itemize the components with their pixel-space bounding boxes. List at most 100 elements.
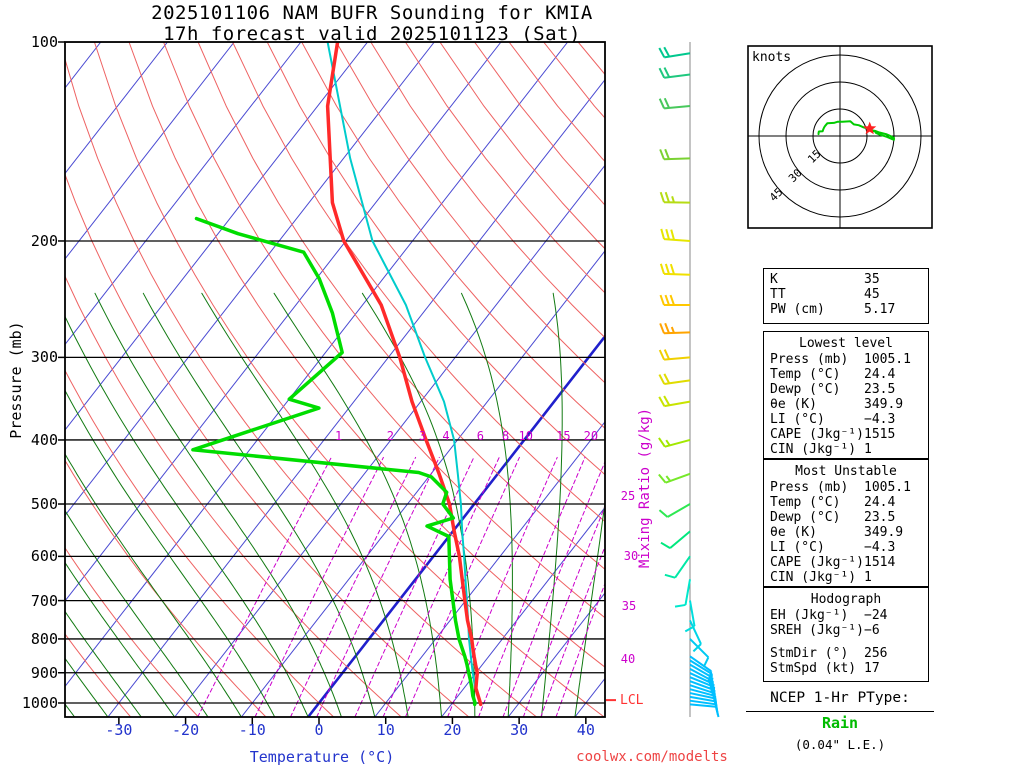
wind-barb <box>659 263 691 276</box>
table-row: CAPE (Jkg⁻¹) 1514 <box>770 555 896 570</box>
wind-barb <box>689 655 713 682</box>
pressure-tick-label: 100 <box>30 33 58 51</box>
plot-border <box>64 41 606 718</box>
mixing-ratio-axis-label: Mixing Ratio (g/kg) <box>637 407 653 569</box>
mixing-ratio-value-label: 3 <box>418 428 427 443</box>
hodograph-ring-label: 15 <box>805 147 824 166</box>
temperature-tick-label: 20 <box>443 721 462 739</box>
hodograph-ring-label: 45 <box>767 186 786 205</box>
temperature-tick-label: 0 <box>314 721 324 739</box>
lowest-level-box: Lowest level Press (mb) 1005.1 Temp (°C) 24… <box>763 331 929 459</box>
pressure-tick-label: 200 <box>30 231 58 250</box>
table-row: TT 45 <box>770 287 880 302</box>
chart-subtitle: 17h forecast valid 2025101123 (Sat) <box>163 23 581 45</box>
wind-barb <box>658 373 691 385</box>
table-row: LI (°C) −4.3 <box>770 540 896 555</box>
mixing-ratio-value-label: 35 <box>621 599 637 613</box>
table-row: Press (mb) 1005.1 <box>770 352 911 367</box>
mixing-ratio-value-label: 4 <box>442 428 450 443</box>
indices-box: K 35 TT 45 PW (cm) 5.17 <box>763 268 929 324</box>
mixing-ratio-value-label: 15 <box>556 428 571 443</box>
pressure-axis-label: Pressure (mb) <box>7 321 25 439</box>
wind-barb <box>689 699 719 715</box>
dewpoint-curve <box>191 216 477 707</box>
wind-barb <box>689 703 720 718</box>
wind-barb <box>659 322 691 335</box>
table-row: Temp (°C) 24.4 <box>770 495 896 510</box>
mixing-ratio-value-label: 40 <box>620 652 636 666</box>
table-row: Press (mb) 1005.1 <box>770 480 911 495</box>
wind-barb <box>658 46 691 59</box>
wind-barb <box>658 67 691 79</box>
wind-barb <box>659 294 690 307</box>
wind-barb <box>659 148 691 161</box>
wind-barb <box>689 638 710 668</box>
pressure-tick-label: 400 <box>30 430 58 449</box>
storm-motion-star <box>863 121 877 135</box>
table-row: LI (°C) −4.3 <box>770 412 896 427</box>
temperature-tick-label: -10 <box>238 721 266 739</box>
watermark: coolwx.com/modelts <box>576 749 728 765</box>
hodograph-ring-label: 30 <box>786 166 805 185</box>
ptype-heading: NCEP 1-Hr PType: <box>746 690 934 712</box>
pressure-tick-label: 500 <box>30 495 58 513</box>
hodograph-units-label: knots <box>752 50 792 65</box>
pressure-tick-label: 600 <box>30 547 58 566</box>
parcel-curve <box>326 42 482 706</box>
wind-barb <box>658 472 691 484</box>
chart-title: 2025101106 NAM BUFR Sounding for KMIA <box>151 2 593 24</box>
hodograph-stats-box: Hodograph EH (Jkg⁻¹) −24 SREH (Jkg⁻¹) −6 St… <box>763 587 929 682</box>
table-row: Dewp (°C) 23.5 <box>770 510 896 525</box>
temperature-tick-label: 30 <box>510 721 529 739</box>
table-row: EH (Jkg⁻¹) −24 <box>770 608 888 623</box>
wind-barb <box>658 395 691 408</box>
table-row: PW (cm) 5.17 <box>770 302 896 317</box>
mixing-ratio-value-label: 25 <box>620 489 636 503</box>
table-row: K 35 <box>770 272 880 287</box>
wind-barb <box>674 579 691 608</box>
temperature-tick-label: 10 <box>376 721 395 739</box>
table-row: CIN (Jkg⁻¹) 1 <box>770 442 872 457</box>
table-row: θe (K) 349.9 <box>770 525 904 540</box>
wind-barb-column <box>658 42 720 718</box>
hodograph-trace <box>817 120 895 141</box>
pressure-tick-label: 700 <box>30 591 58 610</box>
wind-barb <box>684 600 696 633</box>
wind-barb <box>689 619 702 653</box>
wind-barb <box>660 228 691 242</box>
wind-barb <box>689 663 714 689</box>
temperature-axis-label: Temperature (°C) <box>249 748 395 766</box>
plot-grid <box>65 42 605 717</box>
mixing-ratio-value-label: 6 <box>476 428 485 443</box>
mixing-ratio-value-label: 20 <box>583 428 599 443</box>
wind-barb <box>658 503 691 518</box>
ptype-note: (0.04" L.E.) <box>794 737 886 752</box>
wind-barb <box>658 349 691 361</box>
pressure-tick-label: 800 <box>30 629 58 648</box>
mixing-ratio-value-label: 1 <box>334 428 343 443</box>
table-row: SREH (Jkg⁻¹) −6 <box>770 623 880 638</box>
temperature-curve <box>325 42 483 707</box>
mixing-ratio-value-label: 30 <box>623 549 639 563</box>
pressure-tick-label: 300 <box>30 348 58 367</box>
mixing-ratio-value-label: 10 <box>518 428 533 443</box>
pressure-tick-label: 900 <box>30 663 58 682</box>
table-row: StmDir (°) 256 <box>770 646 888 661</box>
table-row: CAPE (Jkg⁻¹) 1515 <box>770 427 896 442</box>
table-row: θe (K) 349.9 <box>770 397 904 412</box>
wind-barb <box>658 437 691 448</box>
lcl-label: LCL <box>620 693 644 708</box>
wind-barb <box>664 555 691 579</box>
mixing-ratio-value-label: 8 <box>502 428 510 443</box>
table-row: Dewp (°C) 23.5 <box>770 382 896 397</box>
most-unstable-box: Most Unstable Press (mb) 1005.1 Temp (°C) 2… <box>763 459 929 587</box>
wind-barb <box>659 191 691 204</box>
box-title: Lowest level <box>799 336 893 351</box>
table-row: CIN (Jkg⁻¹) 1 <box>770 570 872 585</box>
table-row: Temp (°C) 24.4 <box>770 367 896 382</box>
wind-barb <box>689 659 714 685</box>
pressure-tick-label: 1000 <box>21 693 58 712</box>
